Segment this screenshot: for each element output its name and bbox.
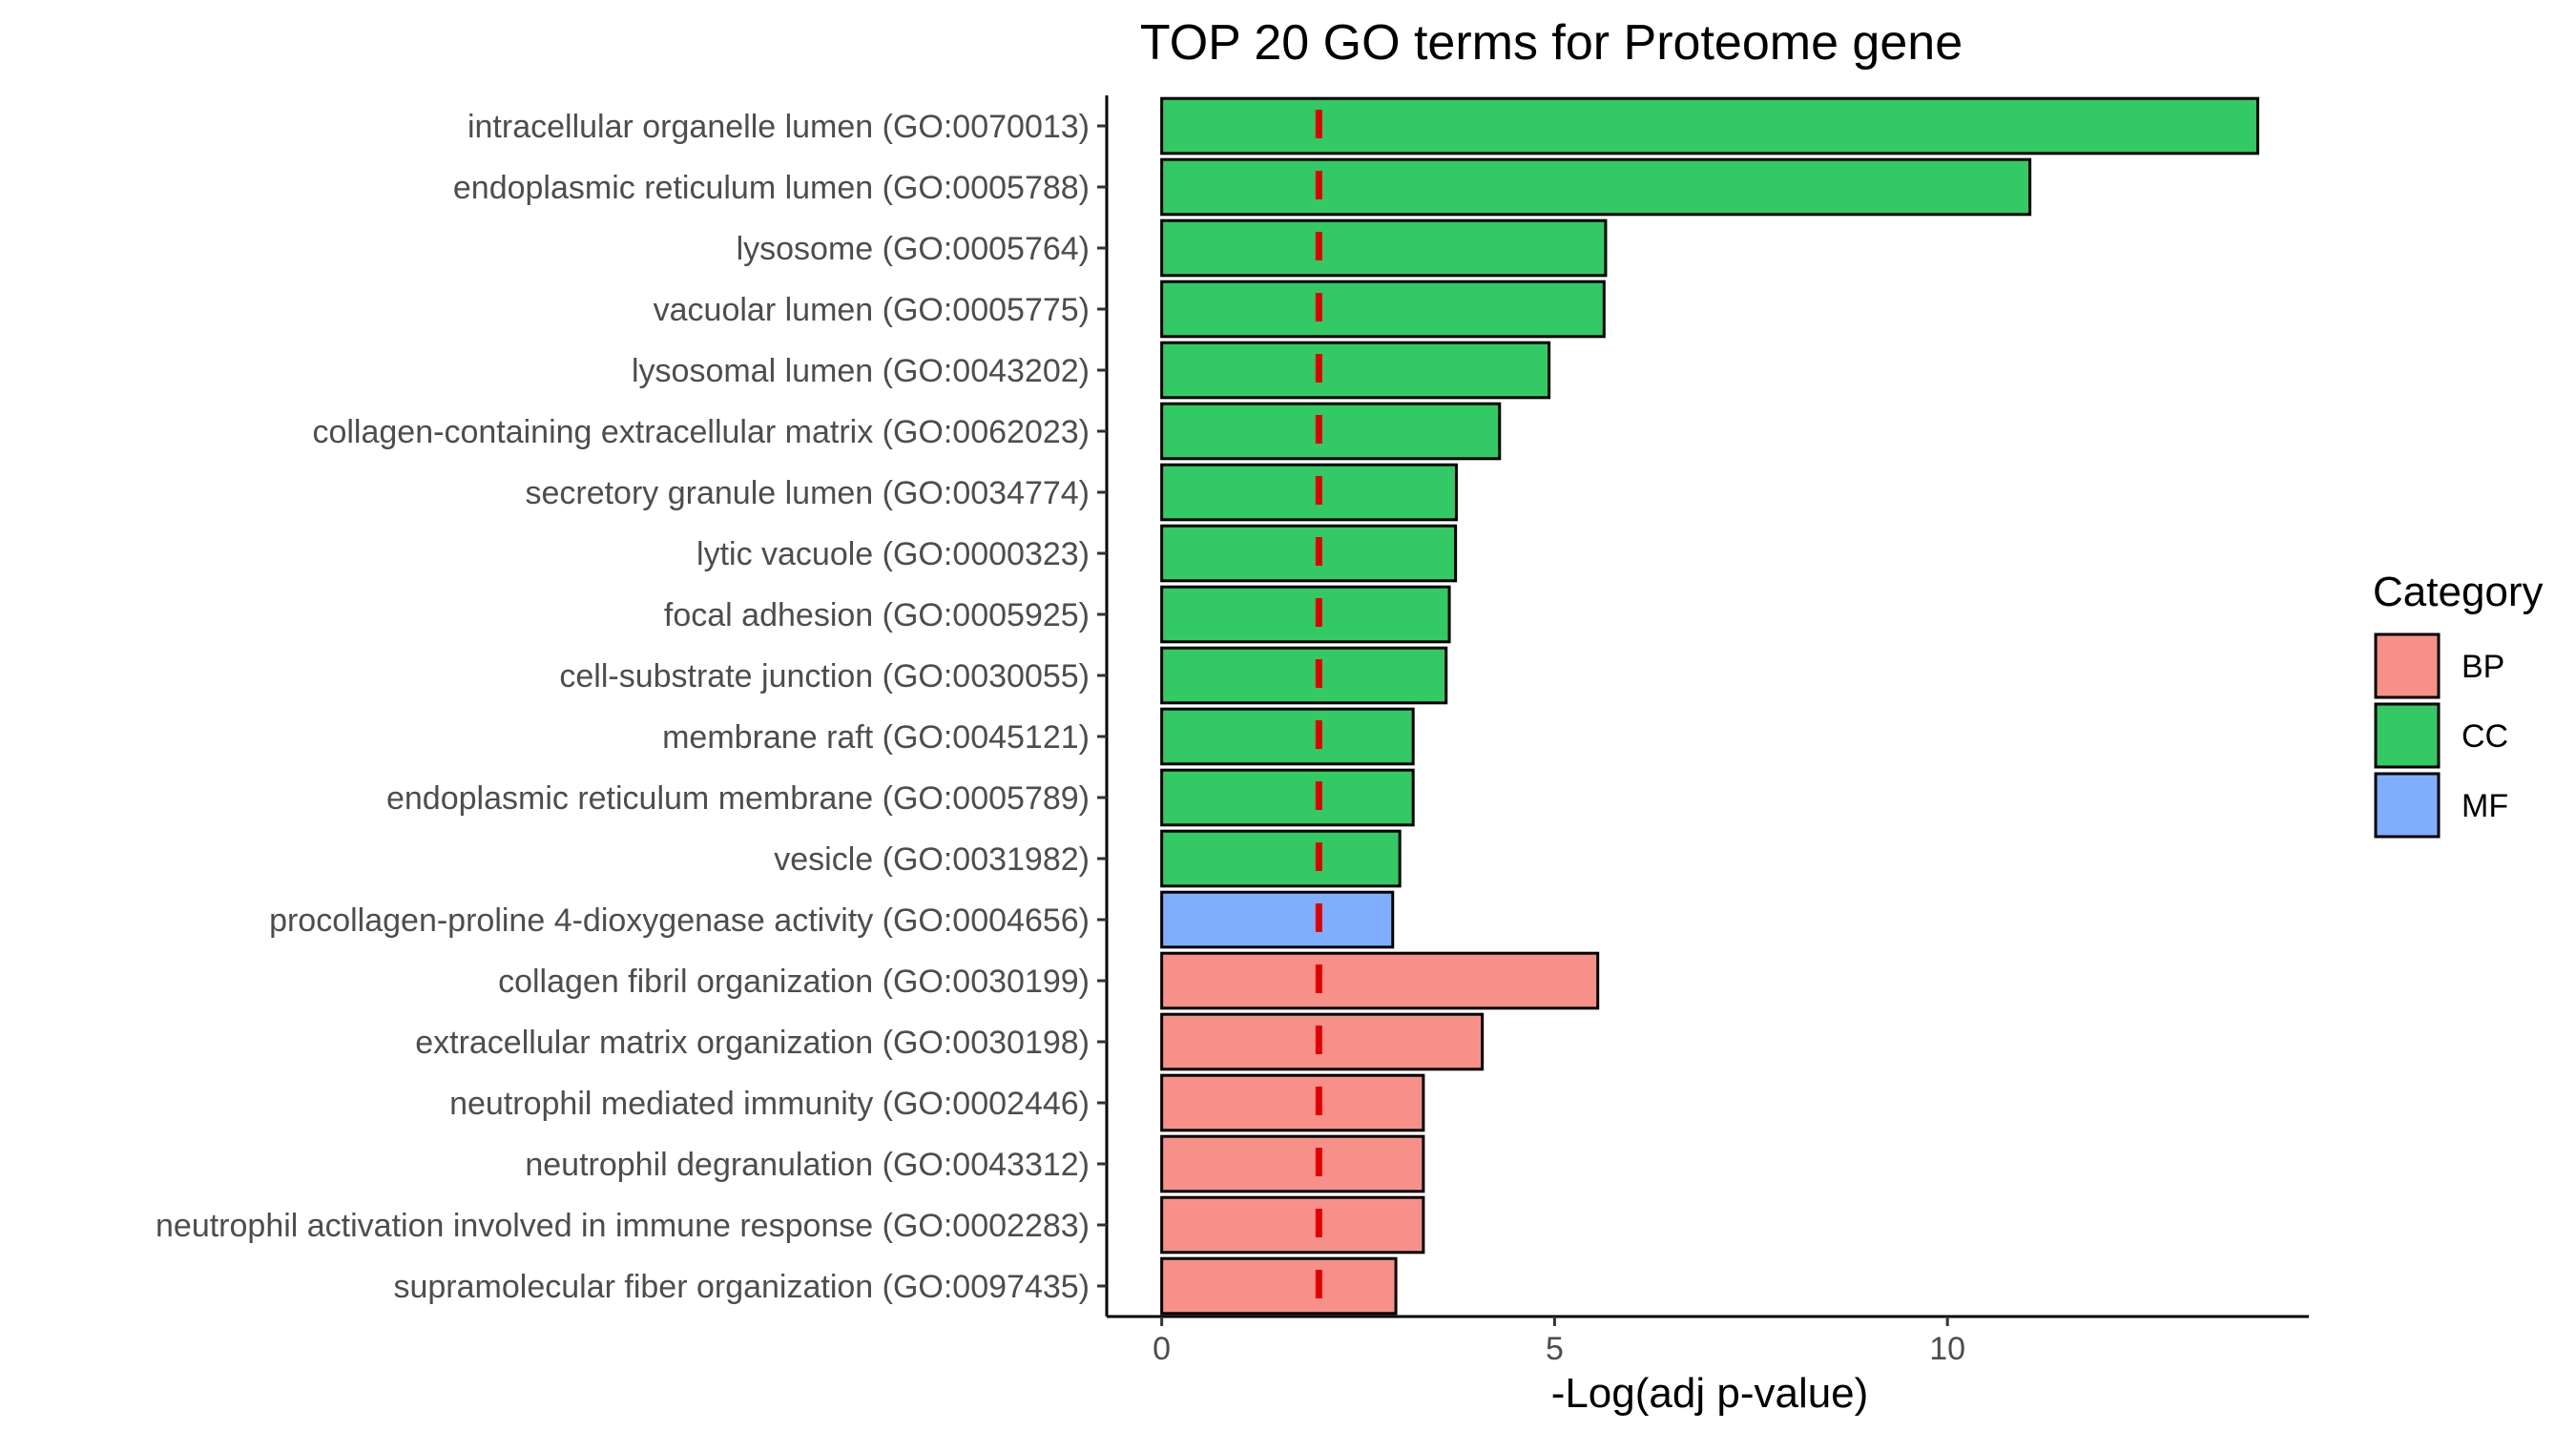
- bar-14: [1160, 890, 1395, 949]
- bar-5: [1160, 341, 1551, 400]
- bar-18: [1160, 1134, 1425, 1193]
- legend-key-mf: [2374, 772, 2441, 839]
- y-tick-label: procollagen-proline 4-dioxygenase activi…: [269, 902, 1090, 939]
- bar-13: [1160, 829, 1402, 888]
- x-axis-title: -Log(adj p-value): [1551, 1370, 1869, 1417]
- bar-15: [1160, 951, 1600, 1010]
- legend: Category BP CC MF: [2373, 569, 2544, 839]
- bar-7: [1160, 463, 1458, 522]
- y-tick-label: lytic vacuole (GO:0000323): [696, 536, 1090, 572]
- bar-4: [1160, 280, 1606, 339]
- chart-title: TOP 20 GO terms for Proteome gene: [1140, 15, 1963, 71]
- bars-layer: [1160, 96, 2259, 1316]
- legend-label-cc: CC: [2462, 718, 2508, 755]
- bar-9: [1160, 585, 1451, 644]
- x-ticks: 0 5 10: [1153, 1317, 1965, 1367]
- legend-label-mf: MF: [2462, 788, 2508, 824]
- y-tick-label: endoplasmic reticulum membrane (GO:00057…: [386, 780, 1090, 817]
- bar-19: [1160, 1195, 1425, 1255]
- bar-20: [1160, 1256, 1398, 1316]
- bar-17: [1160, 1073, 1425, 1132]
- bar-8: [1160, 524, 1458, 583]
- y-tick-label: supramolecular fiber organization (GO:00…: [393, 1269, 1090, 1305]
- bar-2: [1160, 157, 2032, 217]
- y-tick-label: extracellular matrix organization (GO:00…: [415, 1025, 1090, 1061]
- y-tick-label: collagen fibril organization (GO:0030199…: [498, 964, 1090, 1000]
- x-tick-label: 10: [1929, 1331, 1965, 1367]
- y-tick-label: lysosome (GO:0005764): [737, 231, 1090, 267]
- legend-key-bp: [2374, 633, 2441, 699]
- y-tick-label: neutrophil activation involved in immune…: [156, 1208, 1090, 1244]
- y-tick-label: cell-substrate junction (GO:0030055): [559, 658, 1090, 695]
- bar-3: [1160, 218, 1608, 278]
- bar-12: [1160, 768, 1415, 827]
- y-tick-label: neutrophil degranulation (GO:0043312): [525, 1147, 1090, 1183]
- y-tick-label: endoplasmic reticulum lumen (GO:0005788): [453, 170, 1090, 206]
- y-tick-labels: intracellular organelle lumen (GO:007001…: [156, 109, 1107, 1305]
- y-tick-label: neutrophil mediated immunity (GO:0002446…: [449, 1086, 1090, 1122]
- legend-key-cc: [2374, 702, 2441, 769]
- y-tick-label: focal adhesion (GO:0005925): [664, 597, 1090, 633]
- bar-6: [1160, 402, 1502, 461]
- axes-layer: [1105, 95, 2309, 1318]
- y-tick-label: collagen-containing extracellular matrix…: [312, 414, 1090, 450]
- x-tick-label: 0: [1153, 1331, 1171, 1367]
- y-tick-label: intracellular organelle lumen (GO:007001…: [467, 109, 1090, 145]
- x-tick-label: 5: [1546, 1331, 1564, 1367]
- bar-11: [1160, 707, 1415, 766]
- legend-title: Category: [2373, 569, 2544, 615]
- y-tick-label: lysosomal lumen (GO:0043202): [632, 353, 1090, 389]
- y-tick-label: membrane raft (GO:0045121): [662, 719, 1090, 756]
- y-tick-label: vesicle (GO:0031982): [774, 841, 1090, 878]
- legend-label-bp: BP: [2462, 649, 2504, 685]
- bar-10: [1160, 646, 1448, 705]
- y-tick-label: vacuolar lumen (GO:0005775): [654, 292, 1090, 328]
- y-tick-label: secretory granule lumen (GO:0034774): [525, 475, 1090, 511]
- bar-1: [1160, 96, 2259, 156]
